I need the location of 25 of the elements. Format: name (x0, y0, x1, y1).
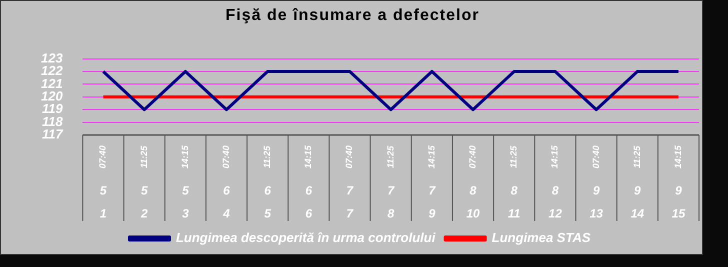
y-tick-label: 121 (40, 76, 63, 91)
category-label: 11:25 6 5 (262, 146, 272, 220)
category-label: 14:15 8 12 (548, 145, 562, 220)
legend-label: Lungimea descoperită în urma controlului (176, 230, 436, 246)
chart-title: Fişă de însumare a defectelor (224, 7, 480, 25)
category-label: 14:15 6 6 (303, 145, 314, 220)
y-tick-label: 119 (42, 101, 64, 116)
category-label: 11:25 9 14 (630, 146, 644, 220)
y-tick-label: 117 (42, 126, 64, 142)
legend-label: Lungimea STAS (492, 230, 591, 246)
category-label: 07:40 9 13 (590, 145, 603, 220)
category-label: 11:25 7 8 (385, 146, 396, 220)
category-label: 07:40 5 1 (98, 145, 108, 220)
y-tick-label: 123 (40, 50, 64, 66)
category-label: 14:15 5 3 (180, 145, 190, 220)
y-tick-label: 122 (40, 63, 64, 78)
category-label: 14:15 9 15 (672, 145, 686, 220)
y-tick-label: 118 (42, 114, 64, 129)
category-label: 07:40 8 10 (466, 145, 480, 220)
y-tick-label: 120 (40, 88, 64, 104)
category-label: 07:40 6 4 (220, 145, 231, 220)
category-label: 07:40 7 7 (344, 145, 354, 220)
category-label: 11:25 5 2 (138, 146, 149, 220)
category-label: 11:25 8 11 (508, 146, 520, 220)
category-label: 14:15 7 9 (426, 145, 436, 220)
